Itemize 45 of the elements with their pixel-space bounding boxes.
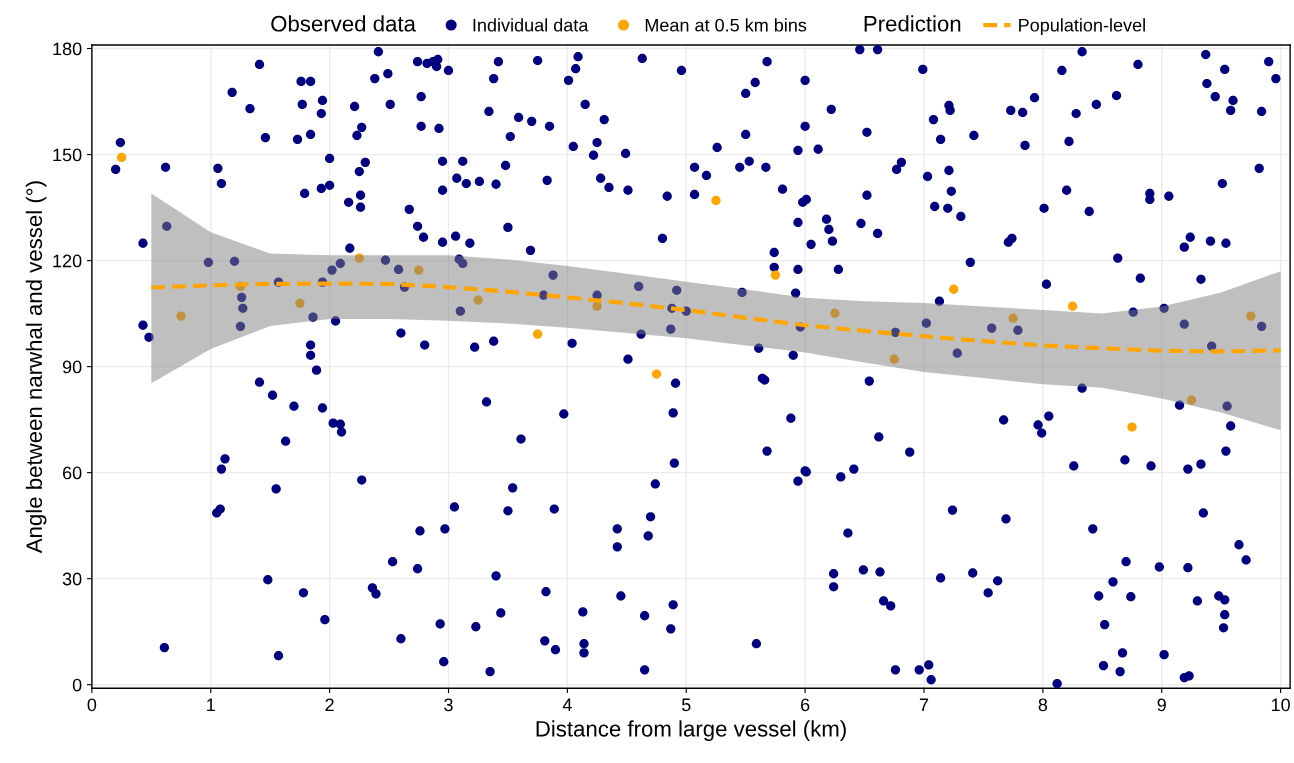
- text: Prediction: [864, 15, 961, 32]
- point: [1186, 395, 1197, 405]
- point: [532, 329, 543, 339]
- point: [711, 195, 721, 206]
- x-tick-label: 1: [207, 698, 215, 712]
- x-tick-label: 2: [325, 698, 334, 712]
- point: [1246, 311, 1256, 321]
- y-tick-label: 0: [72, 678, 82, 692]
- point: [949, 284, 959, 294]
- point: [1127, 422, 1137, 432]
- y-tick-label: 150: [53, 148, 82, 162]
- point: [414, 265, 424, 275]
- point: [354, 253, 364, 263]
- point: [176, 311, 186, 321]
- point: [1067, 301, 1078, 311]
- legend-title: Observed data: [271, 15, 416, 32]
- point: [770, 270, 781, 280]
- y-tick-label: 120: [53, 254, 82, 268]
- point: [1008, 313, 1018, 323]
- point: [473, 295, 483, 305]
- point: [889, 354, 899, 364]
- y-tick-label: 180: [53, 42, 82, 56]
- x-tick-label: 10: [1271, 698, 1290, 712]
- point: [592, 301, 602, 311]
- point: [830, 308, 840, 318]
- line-series: [149, 281, 1283, 354]
- legend-label: Population-level: [1019, 18, 1145, 36]
- x-tick-label: 5: [681, 698, 691, 712]
- x-tick-label: 8: [1038, 698, 1048, 712]
- x-axis-title: Distance from large vessel (km): [536, 720, 846, 742]
- legend-label: Mean at 0.5 km bins: [645, 18, 807, 32]
- point: [651, 369, 662, 379]
- point: [116, 152, 127, 163]
- y-tick-label: 90: [62, 360, 82, 374]
- x-tick-label: 4: [562, 698, 572, 712]
- x-tick-label: 0: [87, 698, 97, 712]
- x-tick-label: 3: [444, 698, 453, 712]
- x-tick-label: 7: [919, 698, 929, 712]
- y-tick-label: 60: [62, 466, 82, 480]
- point: [295, 298, 305, 309]
- x-tick-label: 6: [801, 698, 810, 712]
- x-tick-label: 9: [1157, 698, 1166, 712]
- y-tick-label: 30: [62, 572, 82, 586]
- y-axis-title: Angle between narwhal and vessel (°): [25, 181, 47, 554]
- legend-label: Individual data: [473, 18, 589, 32]
